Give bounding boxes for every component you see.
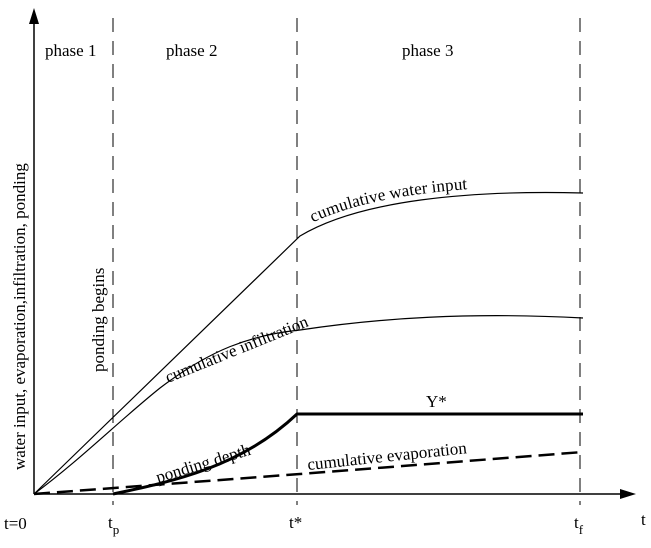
phase-1-label: phase 1 [45, 41, 96, 60]
tick-tp: tp [108, 513, 119, 537]
y-star-label: Y* [426, 392, 447, 411]
tick-tp-main: t [108, 513, 113, 532]
water-input-label: cumulative water input [307, 174, 468, 226]
phase-2-label: phase 2 [166, 41, 217, 60]
water-input-curve [33, 191, 584, 495]
y-axis-arrow [29, 8, 39, 24]
tick-tf-sub: f [579, 522, 584, 537]
phase-3-label: phase 3 [402, 41, 453, 60]
evaporation-dashed-segment [33, 450, 584, 496]
ponding-depth-curve [112, 412, 583, 496]
x-axis-label: t [641, 510, 646, 529]
phase-boundaries [112, 18, 581, 505]
ponding-depth-label-text: ponding depth [154, 440, 254, 487]
evaporation-label: cumulative evaporation [306, 438, 468, 474]
tick-tf: tf [574, 513, 584, 537]
evaporation-label-text: cumulative evaporation [306, 438, 468, 474]
ponding-begins-label: ponding begins [89, 268, 108, 372]
tick-tstar: t* [289, 513, 302, 532]
tick-tp-sub: p [113, 522, 120, 537]
infiltration-label: cumulative infiltration [162, 312, 311, 387]
infiltration-curve [33, 315, 584, 495]
y-axis-label: water input, evaporation,infiltration, p… [10, 163, 29, 470]
water-input-label-text: cumulative water input [307, 174, 468, 226]
infiltration-label-text: cumulative infiltration [162, 312, 311, 387]
x-axis-arrow [620, 489, 636, 499]
axes: t water input, evaporation,infiltration,… [10, 8, 646, 529]
ponding-depth-label: ponding depth [154, 440, 254, 487]
tick-tf-main: t [574, 513, 579, 532]
tick-t0: t=0 [4, 514, 27, 533]
curves [33, 191, 584, 496]
